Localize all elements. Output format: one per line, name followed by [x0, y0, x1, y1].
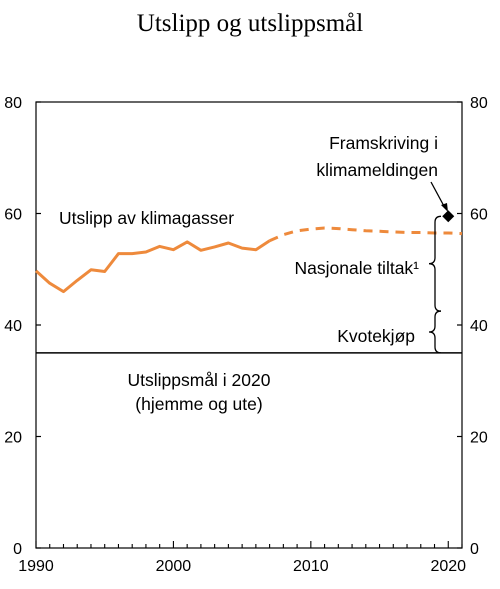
x-axis: 1990 2000 2010 2020	[18, 541, 466, 575]
chart-title: Utslipp og utslippsmål	[137, 10, 363, 37]
y-tick-label-right: 60	[470, 207, 488, 224]
series-label: Utslipp av klimagasser	[59, 208, 234, 228]
y-tick-label-left: 20	[4, 430, 22, 447]
callout-arrow-line	[430, 181, 446, 209]
plot-area: 0 20 40 60 80 0 20 40 60 80 1990 2000 2010 2020	[4, 95, 488, 575]
target-label-line2: (hjemme og ute)	[135, 394, 262, 414]
x-tick-label: 2020	[430, 558, 466, 575]
projection-marker	[442, 210, 455, 223]
target-label-line1: Utslippsmål i 2020	[128, 370, 271, 390]
bracket-label-quota: Kvotekjøp	[337, 326, 415, 346]
bracket-national-measures	[428, 215, 442, 312]
y-tick-label-right: 40	[470, 318, 488, 335]
projection-label-line1: Framskriving i	[329, 133, 438, 153]
bracket-label-national: Nasjonale tiltak¹	[295, 258, 420, 278]
x-tick-label: 2010	[293, 558, 329, 575]
y-tick-label-left: 60	[4, 207, 22, 224]
series-line-projection	[268, 226, 463, 243]
y-tick-label-right: 80	[470, 95, 488, 112]
y-tick-label-left: 40	[4, 318, 22, 335]
y-tick-label-left: 80	[4, 95, 22, 112]
x-tick-label: 1990	[18, 558, 54, 575]
callout-arrow-head	[441, 203, 448, 212]
y-axis-left: 0 20 40 60 80	[4, 95, 41, 558]
y-tick-label-left: 0	[13, 541, 22, 558]
y-tick-label-right: 0	[470, 541, 479, 558]
y-tick-label-right: 20	[470, 430, 488, 447]
series-line-historical	[34, 239, 271, 294]
projection-label-line2: klimameldingen	[316, 160, 438, 180]
x-tick-label: 2000	[156, 558, 192, 575]
bracket-quota-purchase	[428, 310, 442, 354]
y-axis-right: 0 20 40 60 80	[457, 95, 488, 558]
